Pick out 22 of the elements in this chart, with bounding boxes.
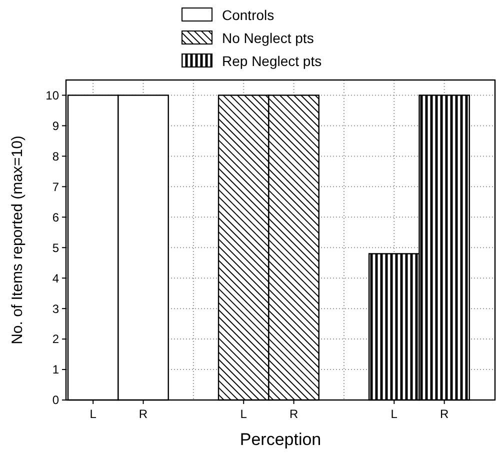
y-tick-label: 0 (52, 393, 60, 408)
y-tick-label: 10 (46, 88, 60, 102)
y-tick-label: 3 (52, 302, 60, 316)
y-tick-label: 6 (52, 210, 60, 224)
x-axis-title: Perception (240, 430, 322, 449)
y-tick-label: 2 (52, 332, 60, 346)
y-tick-label: 4 (52, 271, 60, 286)
y-tick-label: 5 (52, 240, 60, 255)
x-tick-label: R (138, 407, 148, 421)
legend-label: Controls (222, 6, 274, 23)
x-tick-label: L (90, 407, 97, 421)
x-tick-label: L (240, 407, 248, 421)
y-tick-label: 1 (52, 362, 60, 377)
y-axis-title: No. of Items reported (max=10) (9, 136, 26, 344)
y-tick-label: 9 (52, 118, 60, 133)
x-tick-label: R (289, 407, 298, 421)
legend-label: Rep Neglect pts (222, 52, 322, 69)
y-tick-label: 8 (52, 149, 60, 164)
x-tick-label: L (390, 407, 398, 421)
y-tick-label: 7 (52, 180, 60, 194)
legend-label: No Neglect pts (222, 30, 314, 46)
x-tick-label: R (440, 407, 449, 421)
